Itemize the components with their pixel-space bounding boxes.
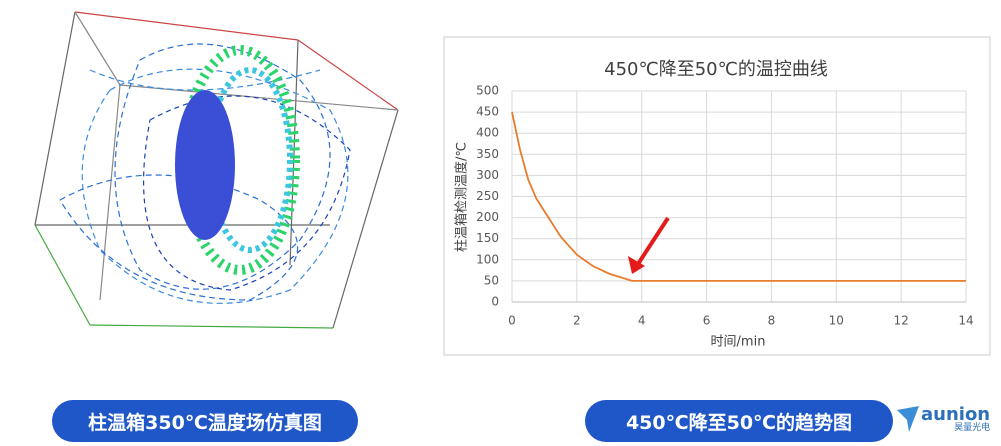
x-tick-label: 4 [638, 314, 646, 328]
y-tick-label: 150 [476, 231, 499, 245]
chart: 450℃降至50℃的温控曲线 时间/min 柱温箱检测温度/℃ 05010015… [443, 36, 991, 356]
y-tick-label: 250 [476, 189, 499, 203]
data-line [511, 111, 966, 282]
caption: 450℃降至50℃的趋势图 [585, 400, 893, 442]
y-tick-label: 450 [476, 105, 499, 119]
x-tick-label: 6 [703, 314, 711, 328]
annotation-arrowhead [628, 256, 645, 274]
y-tick-label: 350 [476, 147, 499, 161]
x-tick-label: 8 [768, 314, 776, 328]
logo: aunion 昊量光电 [895, 404, 990, 434]
y-tick-label: 50 [484, 273, 499, 287]
x-axis-label: 时间/min [711, 335, 766, 350]
y-tick-label: 500 [476, 84, 499, 98]
annotation-arrow [636, 216, 670, 266]
y-tick-label: 400 [476, 126, 499, 140]
y-axis-label: 柱温箱检测温度/℃ [454, 142, 470, 252]
simulation-image [34, 11, 399, 329]
x-tick-label: 14 [958, 314, 973, 328]
x-tick-label: 0 [508, 314, 516, 328]
logo-subtitle: 昊量光电 [954, 422, 991, 433]
logo-name: aunion [921, 403, 991, 425]
y-tick-label: 200 [476, 210, 499, 224]
logo-icon [897, 406, 919, 432]
y-tick-label: 100 [476, 252, 499, 266]
y-tick-label: 300 [476, 168, 499, 182]
x-tick-label: 2 [573, 314, 581, 328]
x-tick-label: 10 [829, 314, 844, 328]
x-tick-label: 12 [894, 314, 909, 328]
caption: 柱温箱350℃温度场仿真图 [52, 400, 358, 442]
chart-title: 450℃降至50℃的温控曲线 [604, 59, 828, 80]
y-tick-label: 0 [491, 295, 499, 309]
